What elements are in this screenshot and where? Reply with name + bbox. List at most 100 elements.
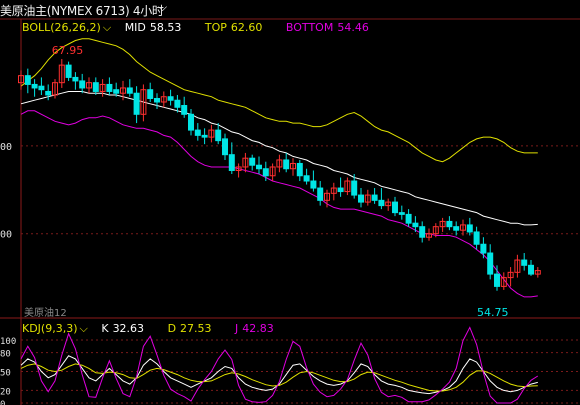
candle-body [276, 159, 283, 168]
candle-body [303, 175, 310, 182]
candle-body [310, 180, 317, 189]
candle-body [453, 226, 460, 231]
candle-body [324, 192, 330, 201]
candle-body [283, 159, 290, 170]
boll-top-value: 62.60 [230, 21, 263, 34]
candle-body [154, 97, 160, 103]
candle-body [174, 99, 181, 108]
candle-body [215, 129, 222, 142]
kdj-axis-label: 50 [0, 369, 11, 379]
boll-mid-line [20, 91, 538, 226]
title-bar: 美原油主(NYMEX 6713) 4小时 ⌵ [0, 0, 580, 18]
candle-body [235, 166, 242, 171]
candle-body [337, 187, 344, 193]
candle-body [378, 199, 385, 207]
candle-body [466, 224, 473, 233]
kdj-k-label: K [101, 322, 109, 335]
candle-body [405, 213, 412, 224]
candle-body [371, 194, 378, 201]
candle-body [167, 96, 174, 101]
boll-top-line [20, 38, 538, 163]
candle-body [439, 220, 446, 228]
candle-body [398, 212, 405, 215]
candle-body [133, 92, 140, 115]
candle-body [494, 273, 500, 287]
candle-body [24, 75, 31, 85]
kdj-d-value: 27.53 [180, 322, 212, 335]
candle-body [52, 82, 58, 96]
candle-body [534, 270, 541, 275]
candle-body [419, 226, 426, 238]
kdj-lines [20, 326, 539, 404]
candle-body [113, 89, 120, 94]
candle-body [269, 166, 276, 177]
candle-body [58, 64, 65, 84]
kdj-k-line [20, 355, 538, 395]
high-price-label: 67.95 [52, 44, 84, 57]
candle-body [99, 83, 106, 92]
candle-body [446, 220, 453, 228]
candle-body [106, 83, 113, 92]
candle-body [79, 80, 86, 89]
candle-body [72, 76, 79, 82]
boll-dropdown-icon[interactable]: ⌵ [102, 21, 112, 34]
kdj-axis-label: 100 [0, 337, 16, 347]
kdj-j-label: J [235, 322, 239, 335]
kdj-d-label: D [167, 322, 177, 335]
candle-body [528, 264, 534, 275]
boll-mid-label: MID [124, 21, 146, 34]
candle-body [126, 87, 133, 94]
boll-bottom-label: BOTTOM [285, 21, 334, 34]
candle-body [317, 187, 324, 201]
candle-body [521, 259, 528, 266]
candle-body [228, 154, 235, 171]
candle-body [480, 243, 487, 254]
candle-body [473, 231, 480, 245]
instrument-title: 美原油主(NYMEX 6713) 4小时 [0, 4, 164, 18]
candle-body [194, 129, 201, 136]
boll-legend: BOLL(26,26,2) ⌵ MID 58.53 TOP 62.60 BOTTOM 5… [22, 21, 389, 35]
price-axis-label: 00 [0, 142, 12, 153]
kdj-indicator-name[interactable]: KDJ(9,3,3) [22, 322, 78, 335]
kdj-axis-label: 20 [0, 387, 11, 397]
candle-body [426, 233, 432, 238]
candle-body [222, 138, 228, 156]
candle-body [140, 89, 147, 115]
candle-body [364, 194, 371, 203]
candle-body [262, 168, 269, 177]
boll-indicator-name[interactable]: BOLL(26,26,2) [22, 21, 101, 34]
candle-body [147, 89, 154, 99]
candle-body [344, 180, 351, 193]
candle-body [208, 129, 215, 138]
candle-body [249, 157, 256, 166]
candle-body [256, 164, 262, 170]
candle-body [188, 113, 194, 131]
candle-body [412, 222, 419, 228]
candle-body [65, 64, 72, 78]
candle-body [290, 162, 296, 170]
candle-body [351, 180, 358, 196]
price-axis-label: 00 [0, 230, 12, 241]
boll-bottom-value: 54.46 [337, 21, 369, 34]
candle-body [507, 271, 514, 279]
candle-body [460, 224, 466, 231]
boll-mid-value: 58.53 [149, 21, 182, 34]
candle-body [31, 83, 38, 89]
candle-body [45, 90, 52, 96]
kdj-axis-label: 0 [0, 400, 5, 405]
candle-body [392, 201, 398, 214]
boll-bottom-line [20, 110, 538, 298]
candle-body [514, 259, 521, 273]
chart-labels: 00 00 100 80 50 20 0 67.95 54.75 美原油12 [0, 44, 509, 405]
kdj-j-value: 42.83 [242, 322, 274, 335]
candle-body [296, 162, 303, 177]
kdj-dropdown-icon[interactable]: ⌵ [79, 322, 88, 335]
candle-body [201, 134, 208, 138]
chart-grid [0, 18, 580, 405]
candle-body [92, 82, 99, 92]
period-dropdown-icon[interactable]: ⌵ [158, 0, 168, 14]
boll-bands [20, 38, 538, 298]
candle-body [38, 85, 45, 91]
kdj-legend: KDJ(9,3,3) ⌵ K 32.63 D 27.53 J 42.83 [22, 322, 294, 336]
